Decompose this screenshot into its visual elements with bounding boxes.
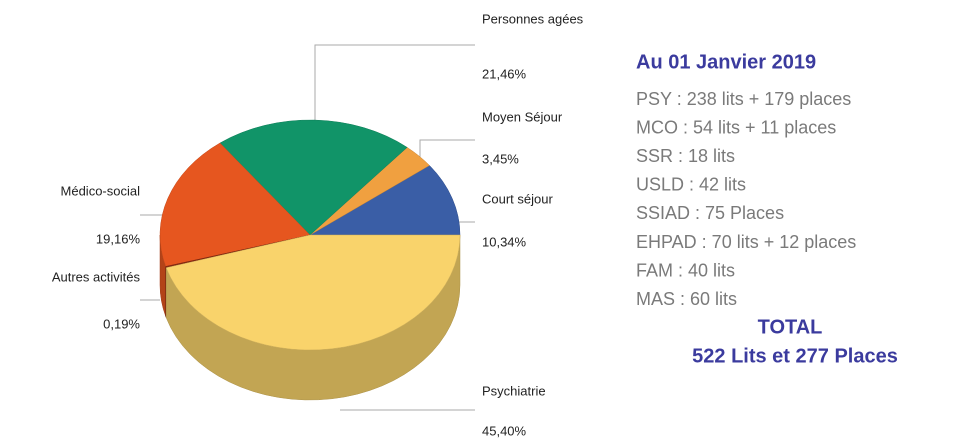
pie-slice <box>309 165 461 236</box>
slice-value-label: 45,40% <box>482 423 527 438</box>
slice-label: Court séjour <box>482 191 553 206</box>
leader-line <box>314 44 475 135</box>
leader-line <box>419 139 475 165</box>
info-line: FAM : 40 lits <box>636 260 735 280</box>
info-line: MAS : 60 lits <box>636 289 737 309</box>
slice-label: Moyen Séjour <box>482 109 563 124</box>
info-title: Au 01 Janvier 2019 <box>636 51 816 73</box>
info-line: SSIAD : 75 Places <box>636 203 784 223</box>
slice-value-label: 3,45% <box>482 151 519 166</box>
slice-label: Personnes agées <box>482 11 584 26</box>
slice-label: Psychiatrie <box>482 383 546 398</box>
total-title: TOTAL <box>758 316 823 338</box>
slice-label: Médico-social <box>61 183 141 198</box>
pie-slice <box>219 119 408 236</box>
info-line: MCO : 54 lits + 11 places <box>636 117 836 137</box>
info-line: PSY : 238 lits + 179 places <box>636 89 851 109</box>
slice-value-label: 0,19% <box>103 316 140 331</box>
slice-value-label: 10,34% <box>482 234 527 249</box>
slice-label: Autres activités <box>52 269 141 284</box>
pie-slice <box>159 142 311 267</box>
info-line: EHPAD : 70 lits + 12 places <box>636 232 856 252</box>
total: 522 Lits et 277 Places <box>692 345 898 367</box>
pie-slice <box>165 234 461 351</box>
info-line: USLD : 42 lits <box>636 175 746 195</box>
slice-value-label: 21,46% <box>482 66 527 81</box>
info-line: SSR : 18 lits <box>636 146 735 166</box>
slice-value-label: 19,16% <box>96 231 141 246</box>
